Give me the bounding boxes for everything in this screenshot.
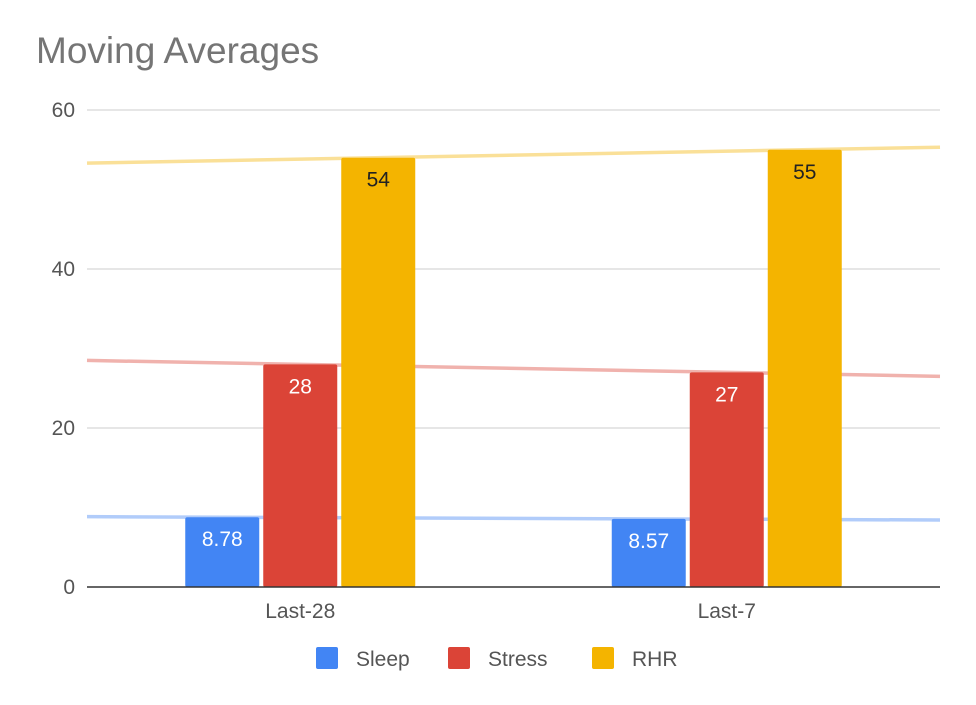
data-label: 55	[793, 161, 816, 184]
legend-swatch	[592, 647, 614, 669]
bar-stress	[689, 372, 764, 587]
data-label: 27	[715, 383, 738, 406]
legend-item-rhr[interactable]: RHR	[592, 647, 678, 671]
data-labels: 8.78 28 54 8.57 27 55	[202, 161, 817, 553]
legend-swatch	[448, 647, 470, 669]
bar-sleep	[611, 518, 686, 587]
data-label: 54	[367, 169, 391, 192]
x-tick-label: Last-28	[265, 600, 335, 623]
y-tick-label: 60	[52, 99, 75, 122]
bar-rhr	[341, 157, 416, 587]
bars	[185, 149, 842, 587]
legend-label: RHR	[632, 648, 678, 671]
data-label: 28	[289, 375, 312, 398]
legend-item-sleep[interactable]: Sleep	[316, 647, 410, 671]
bar-rhr	[767, 149, 842, 587]
legend-item-stress[interactable]: Stress	[448, 647, 548, 671]
axes: 0 20 40 60 Last-28 Last-7	[52, 99, 940, 623]
y-tick-label: 0	[63, 576, 75, 599]
legend-swatch	[316, 647, 338, 669]
data-label: 8.78	[202, 528, 243, 551]
y-tick-label: 40	[52, 258, 75, 281]
legend-label: Stress	[488, 648, 548, 671]
legend-label: Sleep	[356, 648, 410, 671]
chart-title: Moving Averages	[36, 30, 320, 71]
legend[interactable]: Sleep Stress RHR	[316, 647, 678, 671]
x-tick-label: Last-7	[698, 600, 756, 623]
bar-sleep	[185, 517, 260, 587]
y-tick-label: 20	[52, 417, 75, 440]
bar-stress	[263, 364, 338, 587]
data-label: 8.57	[628, 530, 669, 553]
